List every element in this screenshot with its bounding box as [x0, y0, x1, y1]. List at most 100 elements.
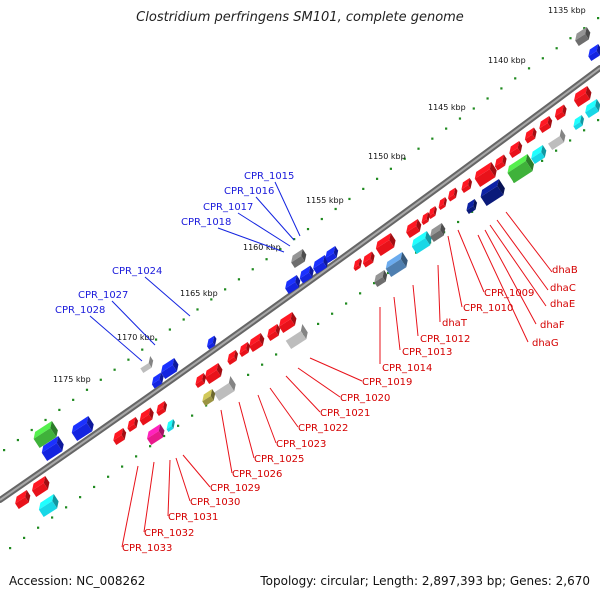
- genome-backbone-highlight: [0, 67, 600, 501]
- gene-front-face: [291, 255, 305, 269]
- callout-leader-line: [255, 196, 295, 241]
- callout-leader-line: [89, 315, 143, 362]
- outer-tick-dot: [569, 37, 572, 40]
- outer-tick-dot: [279, 248, 282, 251]
- gene-front-face: [140, 362, 152, 374]
- gene-feature: [539, 116, 553, 134]
- callout-leader-line: [167, 459, 171, 517]
- kbp-tick-label: 1140 kbp: [488, 56, 526, 65]
- gene-callout: CPR_1032: [143, 461, 194, 539]
- genome-summary-text: Topology: circular; Length: 2,897,393 bp…: [260, 574, 590, 588]
- gene-callout: CPR_1031: [167, 459, 218, 523]
- inner-tick-dot: [387, 271, 390, 275]
- genome-backbone: [0, 65, 600, 503]
- gene-top-face: [575, 27, 587, 41]
- gene-side-face: [210, 389, 216, 401]
- gene-feature: [430, 223, 446, 243]
- outer-tick-dot: [58, 408, 61, 412]
- inner-tick-dot: [597, 119, 600, 122]
- gene-side-face: [585, 27, 591, 40]
- inner-tick-dot: [457, 220, 460, 224]
- gene-top-face: [267, 324, 278, 337]
- gene-label: CPR_1025: [254, 454, 304, 465]
- gene-top-face: [33, 421, 52, 439]
- gene-front-face: [466, 205, 476, 215]
- gene-label: dhaF: [540, 320, 565, 331]
- gene-front-face: [249, 339, 263, 353]
- gene-front-face: [127, 423, 137, 433]
- gene-front-face: [213, 382, 235, 402]
- inner-tick-dot: [177, 424, 180, 427]
- gene-front-face: [205, 369, 221, 385]
- gene-side-face: [425, 231, 432, 246]
- gene-top-face: [374, 270, 385, 283]
- gene-side-face: [433, 206, 437, 216]
- gene-front-face: [375, 239, 395, 257]
- outer-tick-dot: [597, 17, 600, 20]
- gene-front-face: [362, 258, 374, 268]
- gene-feature: [531, 145, 547, 165]
- gene-top-face: [38, 494, 54, 510]
- inner-tick-dot: [51, 516, 54, 519]
- gene-label: CPR_1016: [224, 186, 274, 197]
- gene-top-face: [474, 162, 492, 179]
- gene-feature: [353, 258, 362, 272]
- gene-front-face: [531, 151, 545, 165]
- gene-side-face: [443, 197, 447, 207]
- gene-side-face: [473, 199, 478, 210]
- gene-feature: [151, 372, 164, 389]
- outer-tick-dot: [210, 298, 213, 301]
- gene-label: dhaB: [552, 265, 578, 276]
- outer-tick-dot: [30, 428, 33, 432]
- gene-feature: [524, 127, 537, 144]
- gene-side-face: [234, 350, 239, 361]
- gene-front-face: [480, 185, 504, 207]
- gene-feature: [573, 115, 585, 131]
- gene-label: dhaC: [550, 283, 576, 294]
- callout-leader-line: [143, 461, 155, 533]
- gene-top-face: [588, 44, 599, 57]
- kbp-tick-label: 1150 kbp: [368, 152, 406, 161]
- inner-tick-dot: [121, 465, 124, 468]
- callout-leader-line: [297, 367, 341, 398]
- callout-leader-line: [437, 264, 441, 323]
- gene-side-face: [216, 363, 223, 377]
- gene-label: dhaT: [442, 318, 468, 329]
- gene-front-face: [509, 147, 521, 159]
- gene-side-face: [159, 372, 164, 384]
- gene-feature: [299, 265, 314, 284]
- gene-front-face: [285, 330, 307, 350]
- gene-callout: dhaC: [496, 219, 576, 294]
- gene-front-face: [411, 237, 431, 255]
- gene-callout: CPR_1030: [175, 457, 240, 508]
- gene-feature: [279, 312, 297, 334]
- kbp-tick-label: 1175 kbp: [53, 375, 91, 384]
- gene-top-face: [41, 436, 59, 453]
- gene-label: CPR_1017: [203, 202, 253, 213]
- inner-tick-dot: [107, 475, 110, 478]
- gene-feature: [195, 373, 207, 389]
- gene-side-face: [290, 312, 297, 326]
- gene-front-face: [585, 105, 599, 119]
- gene-front-face: [71, 422, 93, 442]
- gene-side-face: [580, 115, 585, 126]
- inner-tick-dot: [359, 292, 362, 295]
- outer-tick-dot: [3, 449, 6, 452]
- map-title: Clostridium perfringens SM101, complete …: [136, 10, 464, 25]
- inner-tick-dot: [135, 455, 138, 458]
- gene-feature: [494, 154, 507, 171]
- gene-top-face: [539, 116, 550, 129]
- kbp-tick-label: 1135 kbp: [548, 6, 586, 15]
- outer-tick-dot: [293, 238, 296, 241]
- outer-tick-dot: [486, 97, 489, 100]
- gene-front-face: [353, 264, 361, 272]
- inner-tick-dot: [261, 363, 264, 366]
- outer-tick-dot: [85, 388, 89, 391]
- gene-feature: [33, 421, 58, 449]
- outer-tick-dot: [113, 368, 116, 371]
- gene-front-face: [588, 50, 600, 62]
- gene-top-face: [249, 333, 261, 347]
- gene-front-face: [554, 111, 566, 121]
- gene-feature: [291, 249, 307, 269]
- inner-tick-dot: [583, 129, 586, 132]
